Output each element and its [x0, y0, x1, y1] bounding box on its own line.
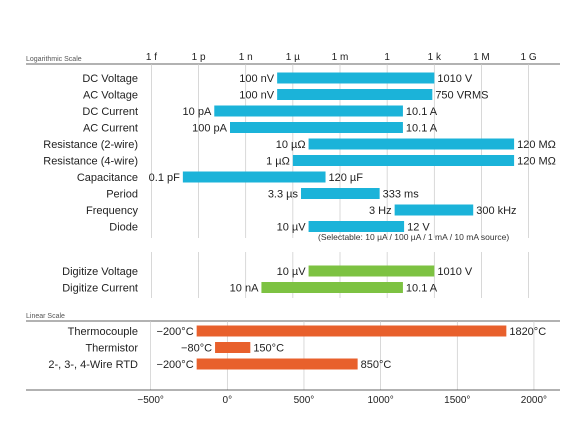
linear-low-label: −200°C	[157, 359, 194, 371]
linear-tick-label: 0°	[223, 395, 233, 406]
log-tick-label: 1 µ	[286, 52, 300, 63]
log-high-label: 750 VRMS	[435, 90, 488, 102]
linear-range-bar	[196, 325, 507, 337]
linear-tick-label: −500°	[137, 395, 164, 406]
log-high-label: 12 V	[407, 222, 430, 234]
log-low-label: 1 µΩ	[266, 156, 290, 168]
log-high-label: 300 kHz	[476, 205, 516, 217]
linear-row-label: 2-, 3-, 4-Wire RTD	[48, 359, 138, 371]
log-tick-label: 1 p	[192, 52, 206, 63]
log-range-bar	[292, 155, 515, 166]
log-low-label: 100 nV	[239, 90, 275, 102]
linear-tick-label: 2000°	[521, 395, 547, 406]
log-row-label: AC Current	[83, 123, 138, 135]
linear-low-label: −200°C	[157, 326, 194, 338]
log-tick-label: 1 m	[332, 52, 349, 63]
log-low-label: 100 nV	[239, 73, 275, 85]
linear-row-label: Thermocouple	[68, 326, 138, 338]
log-row-label: DC Voltage	[82, 73, 138, 85]
log-low-label: 3.3 µs	[268, 189, 299, 201]
log-high-label: 120 MΩ	[517, 139, 556, 151]
log-range-bar	[301, 188, 380, 199]
log-tick-label: 1 k	[428, 52, 442, 63]
linear-tick-label: 1500°	[444, 395, 470, 406]
linear-scale-title: Linear Scale	[26, 313, 65, 320]
log-low-label: 100 pA	[192, 123, 228, 135]
log-range-bar	[308, 138, 515, 150]
log-row-label: Frequency	[86, 205, 138, 217]
linear-range-bar	[215, 342, 251, 353]
digitize-low-label: 10 µV	[277, 266, 307, 278]
log-row-label: Diode	[109, 222, 138, 234]
linear-high-label: 1820°C	[509, 326, 546, 338]
log-high-label: 1010 V	[437, 73, 473, 85]
log-tick-label: 1 G	[521, 52, 537, 63]
digitize-row-label: Digitize Current	[62, 283, 138, 295]
log-tick-label: 1 f	[146, 52, 157, 63]
log-high-label: 10.1 A	[406, 123, 438, 135]
log-range-bar	[277, 89, 433, 100]
linear-high-label: 850°C	[361, 359, 392, 371]
log-low-label: 10 µΩ	[276, 139, 306, 151]
linear-low-label: −80°C	[181, 343, 212, 355]
log-scale-title: Logarithmic Scale	[26, 56, 82, 63]
log-range-bar	[182, 171, 326, 183]
linear-scale-section: Linear Scale −500° 0° 500° 1000° 1500° 2000° Th…	[26, 313, 560, 406]
log-high-label: 120 MΩ	[517, 156, 556, 168]
linear-tick-label: 1000°	[368, 395, 394, 406]
log-tick-label: 1	[384, 52, 390, 63]
diode-note: (Selectable: 10 µA / 100 µA / 1 mA / 10 …	[318, 232, 509, 242]
log-range-bar	[214, 105, 403, 117]
log-low-label: 10 pA	[183, 106, 212, 118]
log-range-bar	[277, 72, 435, 84]
digitize-low-label: 10 nA	[230, 283, 259, 295]
log-low-label: 3 Hz	[369, 205, 392, 217]
log-tick-label: 1 n	[239, 52, 253, 63]
log-range-bar	[230, 122, 403, 133]
digitize-high-label: 10.1 A	[406, 283, 438, 295]
log-row-label: DC Current	[82, 106, 138, 118]
log-low-label: 10 µV	[277, 222, 307, 234]
log-range-bar	[394, 204, 474, 216]
log-high-label: 10.1 A	[406, 106, 438, 118]
linear-row-label: Thermistor	[85, 343, 138, 355]
log-range-bar	[308, 221, 405, 232]
log-row-label: Period	[106, 189, 138, 201]
log-high-label: 333 ms	[383, 189, 420, 201]
digitize-row-label: Digitize Voltage	[62, 266, 138, 278]
log-low-label: 0.1 pF	[149, 172, 180, 184]
log-row-label: Resistance (4-wire)	[43, 156, 138, 168]
digitize-high-label: 1010 V	[437, 266, 473, 278]
digitize-range-bar	[261, 282, 403, 293]
log-tick-label: 1 M	[473, 52, 490, 63]
log-row-label: Capacitance	[77, 172, 138, 184]
log-high-label: 120 µF	[329, 172, 364, 184]
log-row-label: Resistance (2-wire)	[43, 139, 138, 151]
linear-tick-label: 500°	[294, 395, 315, 406]
digitize-section: Digitize Voltage 10 µV 1010 V Digitize Curr…	[62, 252, 529, 298]
linear-range-bar	[196, 358, 358, 370]
log-row-label: AC Voltage	[83, 90, 138, 102]
linear-high-label: 150°C	[253, 343, 284, 355]
digitize-range-bar	[308, 265, 435, 277]
